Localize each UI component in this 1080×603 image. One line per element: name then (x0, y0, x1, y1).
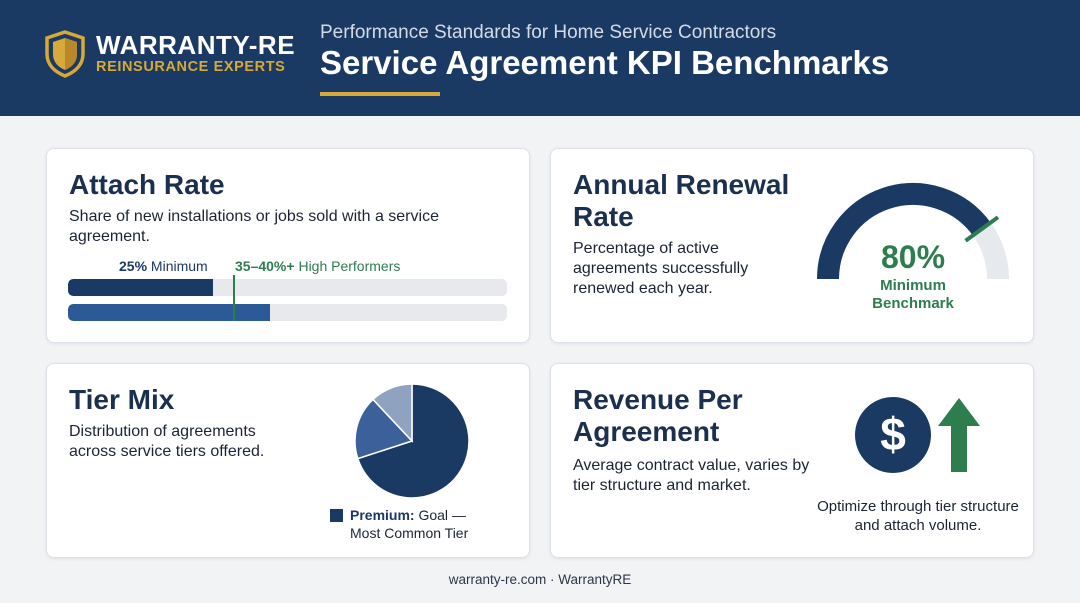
header-banner: WARRANTY-RE REINSURANCE EXPERTS Performa… (0, 0, 1080, 116)
renewal-value-label: Minimum Benchmark (872, 277, 954, 312)
minimum-value: 25% (119, 258, 148, 274)
shield-icon (45, 30, 85, 78)
pie-slice-standard (354, 398, 414, 460)
revenue-caption: Optimize through tier structure and atta… (817, 498, 1019, 534)
attach-rate-description: Share of new installations or jobs sold … (69, 208, 439, 245)
high-performer-text: High Performers (298, 258, 401, 274)
high-performer-label: 35–40%+ High Performers (235, 258, 400, 274)
minimum-label: 25% Minimum (119, 258, 208, 274)
page-title: Service Agreement KPI Benchmarks (320, 44, 890, 81)
high-performer-bar-track (68, 304, 507, 321)
premium-legend-swatch (330, 509, 343, 522)
high-performer-bar-fill (68, 304, 270, 321)
dollar-symbol: $ (880, 408, 906, 460)
gauge-fill (817, 183, 991, 280)
attach-rate-card: Attach Rate Share of new installations o… (46, 148, 530, 343)
logo: WARRANTY-RE REINSURANCE EXPERTS (44, 30, 295, 78)
renewal-gauge (817, 183, 1009, 280)
tier-mix-card: Tier Mix Distribution of agreements acro… (46, 363, 530, 558)
premium-legend-name: Premium: (350, 507, 415, 523)
premium-legend: Premium: Goal — Most Common Tier (350, 506, 500, 542)
revenue-description: Average contract value, varies by tier s… (573, 457, 810, 494)
minimum-text: Minimum (150, 258, 208, 274)
revenue-card: Revenue Per Agreement Average contract v… (550, 363, 1034, 558)
tier-mix-description: Distribution of agreements across servic… (69, 423, 265, 460)
high-performer-marker (233, 275, 235, 321)
footer-text: warranty-re.com · WarrantyRE (448, 572, 632, 587)
tier-mix-pie (354, 383, 470, 499)
renewal-rate-card: Annual Renewal Rate Percentage of active… (550, 148, 1034, 343)
tier-mix-title: Tier Mix (69, 384, 175, 415)
pie-slice-basic (371, 383, 413, 443)
arrow-up-icon (938, 398, 980, 472)
premium-legend-text: Goal — Most Common Tier (350, 507, 469, 541)
gauge-marker (964, 215, 1000, 243)
renewal-value: 80% (880, 239, 946, 275)
minimum-bar-fill (68, 279, 213, 296)
logo-tagline: REINSURANCE EXPERTS (96, 59, 286, 75)
revenue-title: Revenue Per Agreement (573, 384, 743, 447)
title-underline (320, 92, 440, 96)
pie-slice-premium (356, 383, 470, 499)
minimum-bar-track (68, 279, 507, 296)
dollar-icon (855, 397, 931, 473)
renewal-rate-description: Percentage of active agreements successf… (573, 240, 749, 297)
renewal-rate-title: Annual Renewal Rate (573, 169, 790, 232)
logo-name: WARRANTY-RE (96, 30, 296, 60)
attach-rate-title: Attach Rate (69, 169, 225, 200)
high-performer-value: 35–40%+ (235, 258, 295, 274)
page-subtitle: Performance Standards for Home Service C… (320, 22, 777, 43)
